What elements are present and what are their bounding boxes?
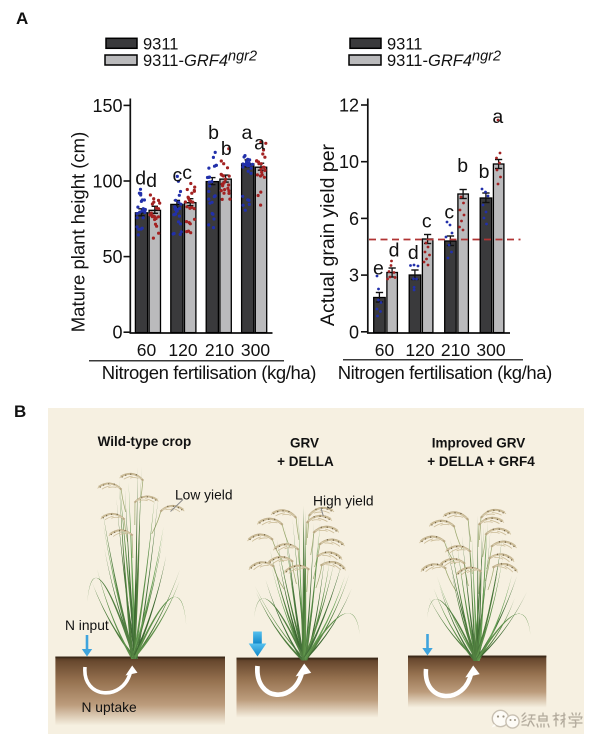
svg-text:B: B xyxy=(14,402,26,421)
svg-text:150: 150 xyxy=(92,96,122,116)
svg-text:60: 60 xyxy=(375,340,395,360)
svg-text:300: 300 xyxy=(476,340,505,360)
svg-text:N input: N input xyxy=(65,618,109,633)
svg-text:50: 50 xyxy=(102,247,122,267)
svg-text:9311-GRF4ngr2: 9311-GRF4ngr2 xyxy=(387,49,501,71)
svg-text:3: 3 xyxy=(349,266,359,286)
svg-text:100: 100 xyxy=(92,172,122,192)
svg-text:+ DELLA + GRF4: + DELLA + GRF4 xyxy=(427,454,535,469)
svg-text:d: d xyxy=(146,170,157,192)
svg-text:High yield: High yield xyxy=(313,494,374,509)
svg-text:Actual grain yield per: Actual grain yield per xyxy=(317,143,339,326)
svg-text:c: c xyxy=(444,202,454,224)
svg-text:300: 300 xyxy=(241,340,270,360)
svg-text:120: 120 xyxy=(168,340,197,360)
svg-text:9311-GRF4ngr2: 9311-GRF4ngr2 xyxy=(143,49,257,71)
svg-text:GRV: GRV xyxy=(290,436,319,451)
svg-text:a: a xyxy=(492,106,503,128)
svg-text:Mature plant height (cm): Mature plant height (cm) xyxy=(68,132,89,333)
svg-text:b: b xyxy=(208,122,219,144)
svg-text:0: 0 xyxy=(112,323,122,343)
svg-text:d: d xyxy=(389,240,400,262)
svg-text:b: b xyxy=(479,161,490,183)
svg-text:Improved GRV: Improved GRV xyxy=(432,436,526,451)
svg-text:Wild-type crop: Wild-type crop xyxy=(98,434,192,449)
svg-text:c: c xyxy=(182,162,192,184)
svg-text:0: 0 xyxy=(349,322,359,342)
svg-text:120: 120 xyxy=(405,340,434,360)
svg-text:a: a xyxy=(254,133,265,155)
svg-text:210: 210 xyxy=(441,340,470,360)
svg-text:60: 60 xyxy=(137,340,157,360)
svg-text:9311: 9311 xyxy=(143,36,178,54)
svg-text:+ DELLA: + DELLA xyxy=(277,454,334,469)
svg-text:9311: 9311 xyxy=(387,36,422,54)
svg-text:A: A xyxy=(16,9,28,28)
svg-text:d: d xyxy=(408,242,419,264)
svg-text:10: 10 xyxy=(339,152,359,172)
svg-text:c: c xyxy=(422,211,432,233)
svg-text:N uptake: N uptake xyxy=(82,700,138,715)
svg-text:d: d xyxy=(135,168,146,190)
svg-text:b: b xyxy=(457,155,468,177)
svg-text:b: b xyxy=(221,138,232,160)
svg-text:Low yield: Low yield xyxy=(175,488,233,503)
svg-text:12: 12 xyxy=(339,96,359,116)
svg-text:a: a xyxy=(241,122,252,144)
svg-text:6: 6 xyxy=(349,209,359,229)
svg-text:e: e xyxy=(373,258,384,280)
svg-text:c: c xyxy=(173,165,183,187)
svg-text:Nitrogen fertilisation (kg/ha): Nitrogen fertilisation (kg/ha) xyxy=(102,362,316,383)
svg-text:Nitrogen fertilisation (kg/ha): Nitrogen fertilisation (kg/ha) xyxy=(338,362,552,383)
svg-text:210: 210 xyxy=(205,340,234,360)
